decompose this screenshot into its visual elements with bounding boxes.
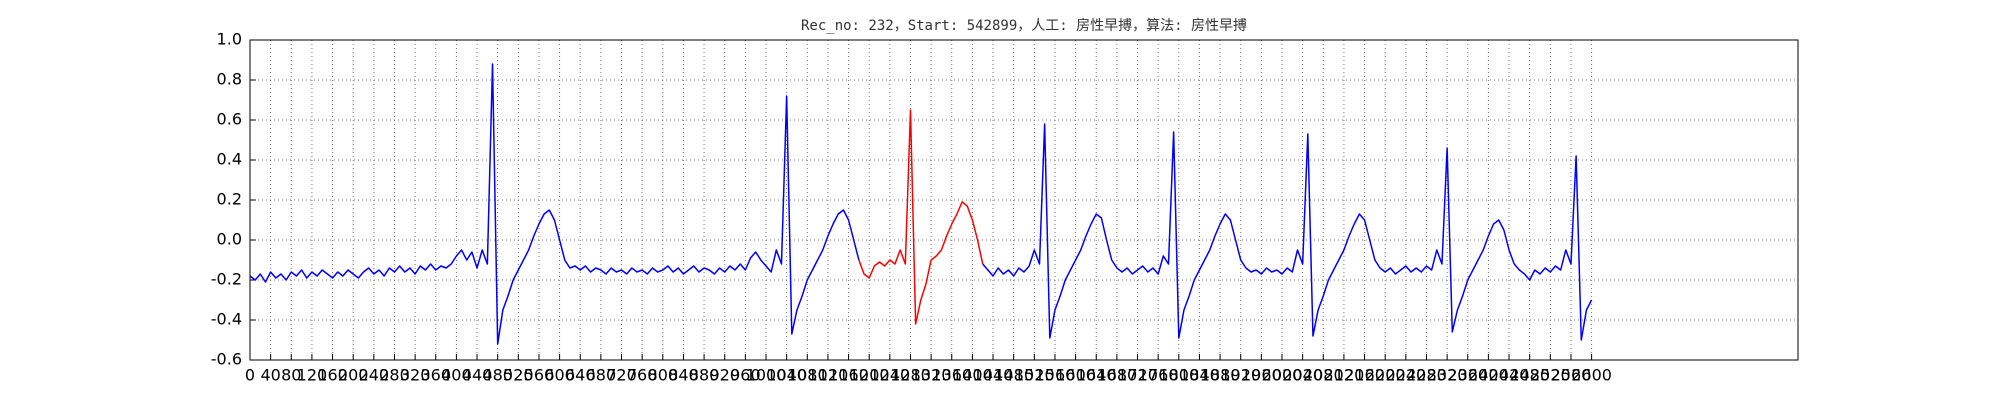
x-tick-label: 2240 [1385,366,1426,385]
x-tick-label: 1160 [828,366,869,385]
x-tick-label: 1960 [1241,366,1282,385]
x-tick-label: 680 [586,366,617,385]
x-tick-label: 2520 [1530,366,1571,385]
x-tick-label: 1440 [973,366,1014,385]
y-tick-label: 0.4 [217,150,242,169]
x-tick-label: 1680 [1097,366,1138,385]
y-tick-label: 0.0 [217,230,242,249]
x-tick-label: 1520 [1014,366,1055,385]
x-tick-label: 40 [260,366,280,385]
x-tick-label: 0 [245,366,255,385]
x-tick-label: 920 [709,366,740,385]
y-tick-label: 0.2 [217,190,242,209]
y-tick-label: -0.6 [211,350,242,369]
x-tick-label: 1640 [1076,366,1117,385]
plot-frame [249,39,1799,361]
x-tick-label: 80 [281,366,301,385]
x-tick-label: 880 [689,366,720,385]
x-tick-label: 120 [297,366,328,385]
x-tick-label: 1840 [1179,366,1220,385]
x-tick-label: 960 [730,366,761,385]
x-tick-label: 1320 [911,366,952,385]
x-tick-label: 1560 [1035,366,1076,385]
signal-line [858,109,984,325]
x-tick-label: 1080 [787,366,828,385]
x-tick-label: 2480 [1509,366,1550,385]
x-tick-label: 720 [606,366,637,385]
x-tick-label: 1120 [808,366,849,385]
x-tick-label: 2000 [1262,366,1303,385]
x-tick-label: 240 [359,366,390,385]
x-tick-label: 2080 [1303,366,1344,385]
x-tick-label: 2440 [1489,366,1530,385]
x-tick-label: 440 [462,366,493,385]
x-tick-label: 520 [503,366,534,385]
x-tick-label: 2200 [1365,366,1406,385]
x-tick-label: 800 [648,366,679,385]
x-tick-label: 1240 [869,366,910,385]
x-tick-label: 2280 [1406,366,1447,385]
x-tick-label: 2600 [1571,366,1612,385]
x-tick-label: 280 [379,366,410,385]
x-tick-label: 2400 [1468,366,1509,385]
x-tick-label: 2160 [1344,366,1385,385]
x-tick-label: 1200 [849,366,890,385]
x-tick-label: 1360 [931,366,972,385]
x-tick-label: 2320 [1427,366,1468,385]
signal-line [249,63,1593,345]
x-tick-label: 1280 [890,366,931,385]
x-tick-label: 1800 [1158,366,1199,385]
chart-title: Rec_no: 232，Start: 542899，人工: 房性早搏，算法: 房… [801,17,1247,34]
x-tick-label: 640 [565,366,596,385]
x-tick-label: 1880 [1200,366,1241,385]
x-tick-label: 560 [524,366,555,385]
y-tick-label: 0.6 [217,110,242,129]
x-tick-label: 1920 [1220,366,1261,385]
x-tick-label: 1040 [766,366,807,385]
x-tick-label: 480 [482,366,513,385]
y-tick-label: -0.4 [211,310,242,329]
x-tick-label: 1000 [746,366,787,385]
x-tick-label: 1760 [1138,366,1179,385]
x-tick-label: 400 [441,366,472,385]
x-tick-label: 160 [317,366,348,385]
x-tick-label: 200 [338,366,369,385]
x-tick-label: 2040 [1282,366,1323,385]
x-tick-label: 840 [668,366,699,385]
y-tick-label: 1.0 [217,30,242,49]
y-tick-label: -0.2 [211,270,242,289]
x-tick-label: 1600 [1055,366,1096,385]
x-tick-label: 360 [420,366,451,385]
x-tick-label: 1720 [1117,366,1158,385]
x-tick-label: 2360 [1447,366,1488,385]
x-tick-label: 760 [627,366,658,385]
x-tick-label: 2560 [1551,366,1592,385]
x-tick-label: 600 [544,366,575,385]
x-tick-label: 320 [400,366,431,385]
y-tick-label: 0.8 [217,70,242,89]
x-tick-label: 1480 [993,366,1034,385]
x-tick-label: 1400 [952,366,993,385]
x-tick-label: 2120 [1324,366,1365,385]
